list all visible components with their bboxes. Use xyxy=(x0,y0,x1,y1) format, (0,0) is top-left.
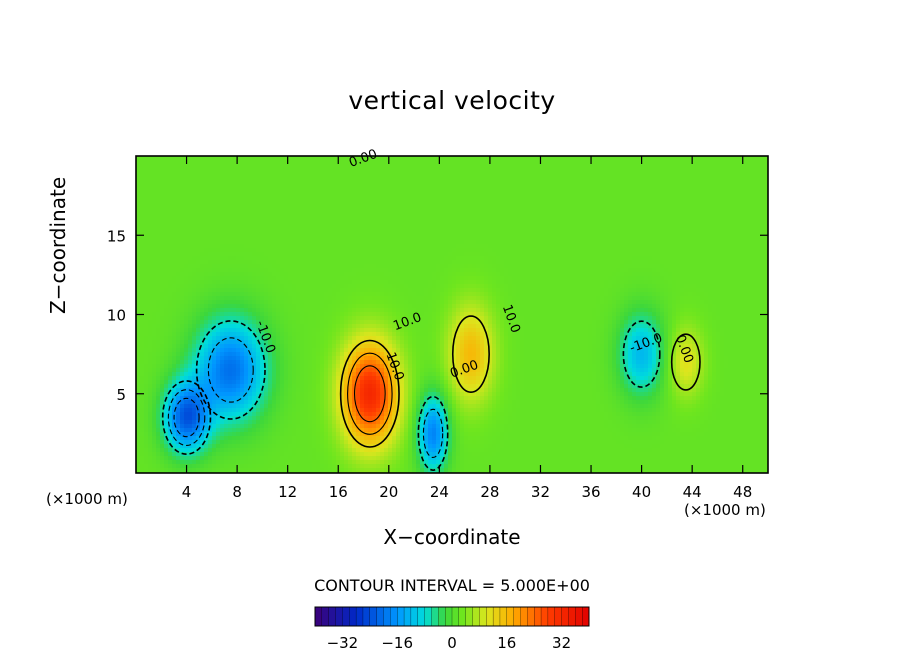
x-tick-label: 16 xyxy=(329,483,348,501)
contour-line xyxy=(339,339,400,448)
colorbar-segment xyxy=(314,606,323,627)
colorbar-segment xyxy=(383,606,391,627)
contour-line xyxy=(622,320,661,388)
colorbar-segment xyxy=(444,606,453,627)
colorbar-segment xyxy=(486,606,494,627)
x-tick-label: 12 xyxy=(278,483,297,501)
contour-line xyxy=(167,389,206,446)
colorbar-segment xyxy=(540,606,549,627)
chart-title: vertical velocity xyxy=(348,86,556,115)
colorbar-segment xyxy=(403,606,412,627)
colorbar-frame xyxy=(314,606,590,627)
y-axis-ticks: 5 10 15 xyxy=(107,227,768,404)
x-tick-label: 4 xyxy=(182,483,192,501)
colorbar-segment xyxy=(451,606,460,627)
contour-line xyxy=(195,320,266,420)
x-tick-label: 24 xyxy=(430,483,449,501)
colorbar-segment xyxy=(458,606,467,627)
contour-line xyxy=(422,408,444,459)
colorbar-segment xyxy=(527,606,535,627)
contour-line xyxy=(417,395,449,471)
velocity-field xyxy=(136,156,768,473)
colorbar-segment xyxy=(349,606,357,627)
colorbar-segment xyxy=(582,606,590,627)
y-tick-label: 15 xyxy=(107,227,126,245)
colorbar-segment xyxy=(355,606,364,627)
contour-line xyxy=(353,365,386,423)
colorbar-segment xyxy=(568,606,576,627)
colorbar-segment xyxy=(499,606,508,627)
colorbar-segment xyxy=(465,606,474,627)
colorbar-segment xyxy=(520,606,528,627)
colorbar-segment xyxy=(534,606,542,627)
colorbar-segment xyxy=(369,606,378,627)
colorbar-segment xyxy=(506,606,515,627)
x-tick-label: 8 xyxy=(232,483,242,501)
x-tick-label: 44 xyxy=(683,483,702,501)
x-unit-label: (×1000 m) xyxy=(46,490,128,508)
colorbar-segment xyxy=(431,606,439,627)
x-axis-ticks: 4 8 12 16 20 24 28 32 36 40 44 48 xyxy=(182,156,752,501)
contour-line xyxy=(451,315,490,393)
contour-lines xyxy=(161,315,701,471)
colorbar-segment xyxy=(438,606,446,627)
colorbar-tick-label: 32 xyxy=(552,634,571,652)
colorbar-segment xyxy=(424,606,432,627)
colorbar-segment xyxy=(513,606,521,627)
x-tick-label: 48 xyxy=(733,483,752,501)
colorbar-tick-label: −32 xyxy=(327,634,359,652)
x-tick-label: 20 xyxy=(379,483,398,501)
contour-line xyxy=(161,380,212,455)
colorbar-segment xyxy=(335,606,343,627)
colorbar-segment xyxy=(554,606,563,627)
y-axis-label: Z−coordinate xyxy=(46,176,70,314)
colorbar-segment xyxy=(390,606,398,627)
colorbar-segment xyxy=(575,606,583,627)
y-tick-label: 10 xyxy=(107,307,126,325)
colorbar-tick-label: −16 xyxy=(381,634,413,652)
colorbar-segment xyxy=(417,606,426,627)
colorbar-segment xyxy=(479,606,487,627)
colorbar-segment xyxy=(328,606,337,627)
x-tick-label: 28 xyxy=(480,483,499,501)
colorbar-segment xyxy=(472,606,480,627)
colorbar-segment xyxy=(376,606,384,627)
x-tick-label: 36 xyxy=(581,483,600,501)
colorbar-segment xyxy=(492,606,501,627)
colorbar-segment xyxy=(321,606,330,627)
contour-interval-label: CONTOUR INTERVAL = 5.000E+00 xyxy=(314,576,590,595)
colorbar-segment xyxy=(397,606,405,627)
colorbar-segment xyxy=(561,606,569,627)
y-unit-label: (×1000 m) xyxy=(684,501,766,519)
contour-line xyxy=(670,333,701,391)
colorbar-segment xyxy=(362,606,371,627)
contour-line xyxy=(347,352,393,435)
contour-line xyxy=(207,337,254,403)
colorbar: −32 −16 0 16 32 xyxy=(314,606,590,652)
colorbar-segment xyxy=(410,606,419,627)
colorbar-segment xyxy=(342,606,350,627)
y-tick-label: 5 xyxy=(116,386,126,404)
colorbar-segment xyxy=(547,606,556,627)
x-axis-label: X−coordinate xyxy=(383,525,521,549)
colorbar-tick-label: 0 xyxy=(447,634,457,652)
x-tick-label: 40 xyxy=(632,483,651,501)
x-tick-label: 32 xyxy=(531,483,550,501)
colorbar-tick-label: 16 xyxy=(497,634,516,652)
contour-line xyxy=(173,397,200,438)
